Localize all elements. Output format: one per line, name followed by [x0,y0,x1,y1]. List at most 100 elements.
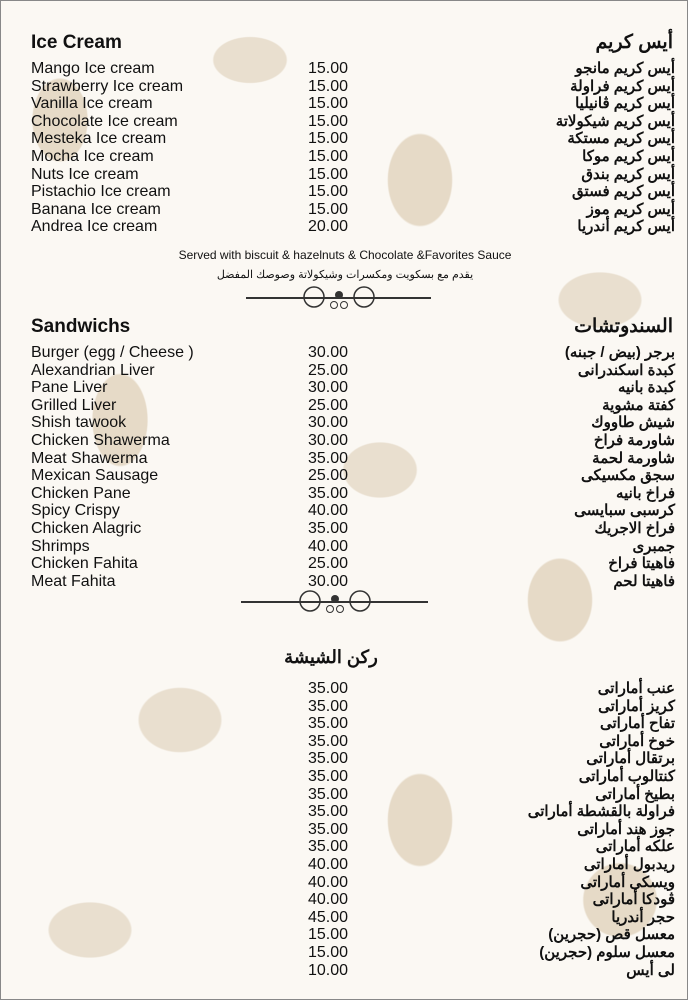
menu-item: Mesteka Ice cream 15.00 أيس كريم مستكة [1,130,688,148]
item-price: 40.00 [308,856,349,873]
menu-item: Mexican Sausage 25.00 سجق مكسيكى [1,467,688,485]
menu-item: 35.00 كريز أماراتى [1,698,688,716]
item-price: 15.00 [308,77,349,95]
item-name-ar: بطيخ أماراتى [595,785,675,803]
item-name-ar: أيس كريم أندريا [577,218,675,236]
item-price: 40.00 [308,502,349,520]
menu-item: Spicy Crispy 40.00 كرسبى سبايسى [1,502,688,520]
item-price: 45.00 [308,908,349,926]
item-name-ar: أيس كريم بندق [581,165,675,183]
menu-item: Chicken Alagric 35.00 فراخ الاجريك [1,520,688,538]
menu-item: Chocolate Ice cream 15.00 أيس كريم شيكولات… [1,113,688,131]
menu-item: 15.00 معسل سلوم (حجرين) [1,944,688,962]
item-name-en: Nuts Ice cream [31,165,139,183]
menu-item: Burger (egg / Cheese ) 30.00 برجر (بيض / ج… [1,344,688,362]
item-name-en: Mexican Sausage [31,467,159,485]
menu-item: Meat Fahita 30.00 فاهيتا لحم [1,573,688,591]
item-name-en: Chicken Shawerma [31,432,170,449]
item-name-en: Banana Ice cream [31,200,161,218]
item-name-ar: أيس كريم موكا [582,148,675,165]
item-name-ar: لى أيس [626,961,675,979]
item-name-en: Spicy Crispy [31,502,120,520]
item-name-en: Meat Shawerma [31,449,148,467]
item-name-ar: معسل قص (حجرين) [548,926,675,944]
item-name-ar: تفاح أماراتى [599,715,675,733]
menu-item: Strawberry Ice cream 15.00 أيس كريم فراولة [1,78,688,96]
item-price: 35.00 [308,449,349,467]
item-name-ar: برجر (بيض / جبنه) [564,344,675,361]
item-price: 30.00 [308,572,349,590]
item-price: 35.00 [308,520,349,537]
section-title-en: Sandwichs [31,316,131,337]
item-price: 30.00 [308,414,349,432]
item-name-ar: كبدة اسكندرانى [577,361,675,379]
item-price: 15.00 [308,926,349,944]
item-name-ar: ڤودكا أماراتى [592,891,675,909]
item-price: 35.00 [308,732,349,750]
menu-item: Nuts Ice cream 15.00 أيس كريم بندق [1,166,688,184]
item-price: 40.00 [308,873,349,891]
item-name-ar: جمبرى [632,537,676,555]
menu-item: Andrea Ice cream 20.00 أيس كريم أندريا [1,218,688,236]
item-price: 15.00 [308,130,349,148]
item-name-ar: فراولة بالقشطة أماراتى [527,803,675,821]
menu-item: 35.00 برتقال أماراتى [1,750,688,768]
item-name-ar: سجق مكسيكى [581,467,675,485]
item-name-en: Vanilla Ice cream [31,95,153,113]
item-price: 35.00 [308,768,349,785]
item-price: 25.00 [308,396,349,414]
menu-item: 35.00 بطيخ أماراتى [1,786,688,804]
item-price: 35.00 [308,697,349,715]
menu-item: 35.00 جوز هند أماراتى [1,821,688,839]
item-name-ar: معسل سلوم (حجرين) [539,944,675,961]
item-price: 25.00 [308,361,349,379]
item-name-en: Grilled Liver [31,396,117,414]
item-name-ar: فاهيتا لحم [613,572,675,590]
item-name-en: Meat Fahita [31,572,116,590]
menu-item: Chicken Pane 35.00 فراخ بانيه [1,485,688,503]
item-price: 15.00 [308,60,349,77]
item-name-en: Mesteka Ice cream [31,130,167,148]
item-price: 30.00 [308,379,349,397]
item-name-en: Strawberry Ice cream [31,77,184,95]
menu-item: 35.00 عنب أماراتى [1,680,688,698]
menu-item: Mango Ice cream 15.00 أيس كريم مانجو [1,60,688,78]
section-title-en: Ice Cream [31,32,122,53]
item-price: 15.00 [308,944,349,961]
item-price: 35.00 [308,820,349,838]
menu-item: Banana Ice cream 15.00 أيس كريم موز [1,201,688,219]
serving-note-en: Served with biscuit & hazelnuts & Chocol… [178,248,512,262]
item-name-en: Chicken Alagric [31,520,142,537]
item-name-en: Shrimps [31,537,90,555]
menu-item: 40.00 ويسكى أماراتى [1,874,688,892]
menu-item: 35.00 خوخ أماراتى [1,733,688,751]
menu-item: Pistachio Ice cream 15.00 أيس كريم فستق [1,183,688,201]
item-name-ar: أيس كريم فراولة [570,77,675,95]
item-price: 15.00 [308,112,349,130]
ornament-divider [241,589,428,619]
item-price: 10.00 [308,961,349,979]
item-name-ar: عنب أماراتى [597,680,675,697]
item-name-en: Pane Liver [31,379,108,397]
section-title-ar: ركن الشيشة [284,647,378,667]
item-name-ar: شاورمة لحمة [592,449,675,467]
menu-item: Grilled Liver 25.00 كفتة مشوية [1,397,688,415]
item-name-ar: أيس كريم ڤانيليا [575,95,675,113]
section-title-ar: السندوتشات [574,316,673,337]
item-name-ar: شاورمة فراخ [593,432,675,449]
menu-item: 35.00 علكه أماراتى [1,838,688,856]
item-price: 35.00 [308,838,349,856]
menu-item: 45.00 حجر أندريا [1,909,688,927]
item-price: 35.00 [308,750,349,768]
item-name-en: Mango Ice cream [31,60,155,77]
item-price: 15.00 [308,183,349,201]
item-name-ar: علكه أماراتى [595,838,675,856]
menu-item: Shrimps 40.00 جمبرى [1,538,688,556]
section-title-ar: أيس كريم [595,32,673,53]
menu-item: Mocha Ice cream 15.00 أيس كريم موكا [1,148,688,166]
item-name-en: Mocha Ice cream [31,148,154,165]
item-name-ar: حجر أندريا [611,908,675,926]
item-price: 15.00 [308,95,349,113]
item-name-en: Chicken Fahita [31,555,138,573]
menu-item: 35.00 كنتالوب أماراتى [1,768,688,786]
